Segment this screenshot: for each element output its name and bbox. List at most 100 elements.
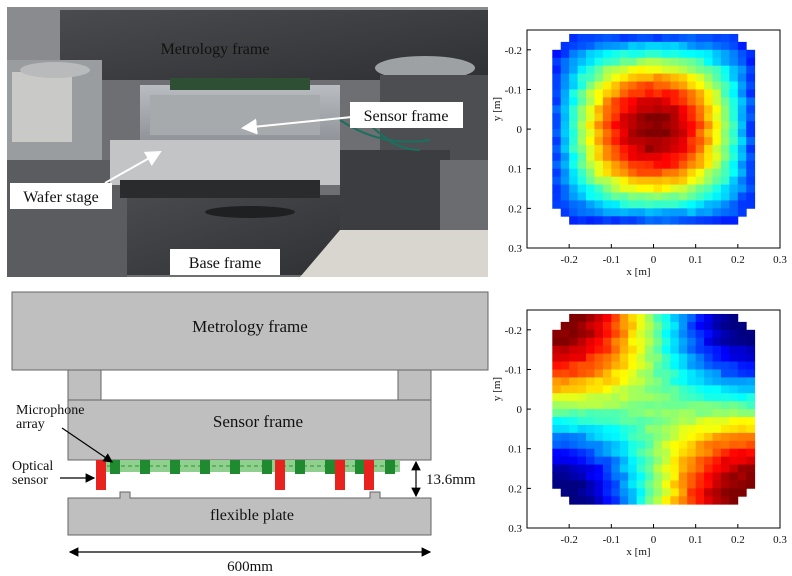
heatmap-cell xyxy=(645,81,654,90)
heatmap-cell xyxy=(695,496,705,505)
heatmap-cell xyxy=(670,361,680,370)
heatmap-cell xyxy=(619,496,629,505)
heatmap-cell xyxy=(628,33,638,43)
heatmap-cell xyxy=(687,321,697,331)
heatmap-cell xyxy=(577,57,587,67)
heatmap-cell xyxy=(619,424,629,434)
heatmap-cell xyxy=(720,409,730,418)
heatmap-cell xyxy=(695,409,705,418)
heatmap-cell xyxy=(611,144,621,154)
heatmap-cell xyxy=(560,480,570,489)
heatmap-cell xyxy=(569,216,578,225)
heatmap-cell xyxy=(569,105,578,114)
heatmap-cell xyxy=(636,89,646,98)
heatmap-cell xyxy=(695,448,705,458)
heatmap-cell xyxy=(661,329,671,339)
heatmap-cell xyxy=(712,176,722,185)
heatmap-cell xyxy=(569,192,578,201)
heatmap-cell xyxy=(577,369,587,378)
heatmap-cell xyxy=(729,192,739,201)
heatmap-cell xyxy=(577,337,587,347)
heatmap-cell xyxy=(586,176,595,185)
heatmap-cell xyxy=(586,464,595,473)
heatmap-cell xyxy=(687,89,697,98)
heatmap-cell xyxy=(619,385,629,394)
heatmap-cell xyxy=(552,57,562,67)
heatmap-cell xyxy=(619,321,629,331)
heatmap-cell xyxy=(670,49,680,59)
heatmap-cell xyxy=(737,417,747,426)
heatmap-cell xyxy=(729,57,739,67)
heatmap-cell xyxy=(586,417,595,426)
heatmap-cell xyxy=(619,337,629,347)
heatmap-cell xyxy=(746,105,756,114)
heatmap-cell xyxy=(712,41,722,51)
heatmap-cell xyxy=(611,377,621,386)
heatmap-cell xyxy=(704,472,713,481)
heatmap-cell xyxy=(628,208,638,217)
heatmap-cell xyxy=(602,121,612,130)
heatmap-cell xyxy=(704,160,713,170)
heatmap-cell xyxy=(704,97,713,106)
heatmap-cell xyxy=(653,97,663,106)
heatmap-cell xyxy=(720,144,730,154)
heatmap-cell xyxy=(653,168,663,178)
heatmap-cell xyxy=(695,105,705,114)
heatmap-cell xyxy=(695,480,705,489)
heatmap-cell xyxy=(687,176,697,185)
heatmap-cell xyxy=(611,129,621,138)
heatmap-cell xyxy=(586,89,595,98)
heatmap-cell xyxy=(569,144,578,154)
heatmap-cell xyxy=(746,369,756,378)
heatmap-cell xyxy=(670,401,680,410)
heatmap-cell xyxy=(712,160,722,170)
schematic-sensor-frame xyxy=(67,399,432,461)
heatmap-cell xyxy=(746,168,756,178)
heatmap-cell xyxy=(704,113,713,122)
heatmap-cell xyxy=(687,424,697,434)
heatmap-cell xyxy=(670,192,680,201)
heatmap-cell xyxy=(729,409,739,418)
heatmap-cell xyxy=(720,97,730,106)
heatmap-cell xyxy=(720,385,730,394)
heatmap-cell xyxy=(737,448,747,458)
heatmap-cell xyxy=(594,129,604,138)
heatmap-cell xyxy=(670,97,680,106)
heatmap-cell xyxy=(695,184,705,193)
heatmap-cell xyxy=(737,81,747,90)
heatmap-cell xyxy=(737,121,747,130)
heatmap-cell xyxy=(670,472,680,481)
heatmap-cell xyxy=(619,464,629,473)
heatmap-cell xyxy=(670,152,680,162)
heatmap-cell xyxy=(712,464,722,473)
heatmap-cell xyxy=(636,456,646,465)
heatmap-cell xyxy=(661,176,671,185)
heatmap-cell xyxy=(678,393,688,402)
heatmap-cell xyxy=(636,113,646,122)
heatmap-cell xyxy=(645,361,654,370)
heatmap-cell xyxy=(619,192,629,201)
heatmap-cell xyxy=(619,160,629,170)
heatmap-cell xyxy=(661,393,671,402)
heatmap-cell xyxy=(695,168,705,178)
heatmap-cell xyxy=(687,129,697,138)
heatmap-cell xyxy=(695,41,705,51)
heatmap-cell xyxy=(619,409,629,418)
heatmap-cell xyxy=(704,353,713,362)
heatmap-cell xyxy=(645,216,654,225)
heatmap-cell xyxy=(560,121,570,130)
heatmap-cell xyxy=(636,401,646,410)
heatmap-cell xyxy=(602,385,612,394)
heatmap-cell xyxy=(653,488,663,497)
heatmap-cell xyxy=(661,448,671,458)
microphone-elements xyxy=(110,460,395,474)
heatmap-cell xyxy=(720,176,730,185)
heatmap-cell xyxy=(729,113,739,122)
heatmap-cell xyxy=(720,393,730,402)
heatmap-cell xyxy=(552,200,562,209)
heatmap-cell xyxy=(737,401,747,410)
heatmap-cell xyxy=(695,464,705,473)
heatmap-cell xyxy=(577,144,587,154)
heatmap-cell xyxy=(628,369,638,378)
heatmap-cell xyxy=(720,216,730,225)
